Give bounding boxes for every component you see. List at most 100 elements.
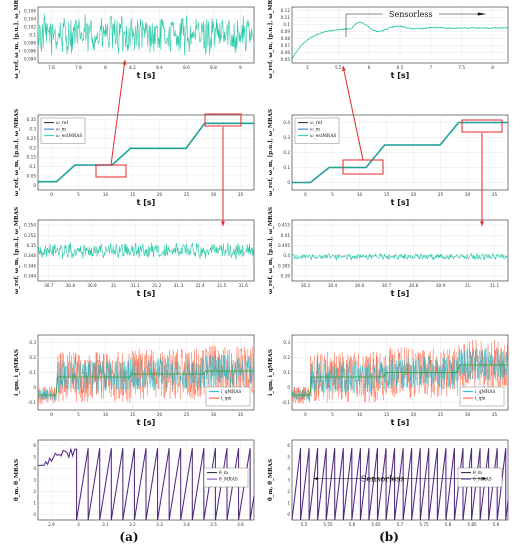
x-tick-label: 10 [357, 412, 363, 417]
y-tick-label: 6 [287, 443, 290, 448]
y-tick-label: 0.35 [27, 243, 37, 248]
x-tick-label: 5 [331, 412, 334, 417]
x-tick-label: 0 [50, 412, 53, 417]
x-tick-label: 31.6 [239, 283, 249, 288]
legend-label: θ_MRAS [219, 478, 238, 483]
y-tick-label: 0.2 [29, 355, 36, 360]
legend-label: ω_m [310, 128, 321, 133]
x-tick-label: 3.4 [183, 522, 190, 527]
y-tick-label: 0 [287, 180, 290, 185]
y-tick-label: 0.096 [24, 49, 36, 54]
sensorless-label: Sensorless [361, 475, 405, 484]
x-tick-label: 6.5 [397, 65, 404, 70]
y-tick-label: 0 [287, 512, 290, 517]
x-tick-label: 8.2 [129, 65, 136, 70]
x-tick-label: 0 [304, 412, 307, 417]
x-tick-label: 8.8 [210, 65, 217, 70]
zoom-arrow-a-low [110, 59, 126, 166]
x-tick-label: 31.1 [131, 283, 141, 288]
y-axis-label: ω_ref, ω_m, [p.u.], ω_MRAS [14, 207, 20, 294]
plot-frame [291, 219, 509, 282]
y-tick-label: 0.4 [283, 120, 290, 125]
x-tick-label: 20 [411, 192, 417, 197]
y-tick-label: 0.15 [27, 155, 37, 160]
x-tick-label: 20 [411, 412, 417, 417]
series-omega-ref [292, 122, 508, 183]
y-tick-label: 0.2 [29, 145, 36, 150]
x-tick-label: 7 [430, 65, 433, 70]
sensorless-arrowhead [482, 477, 487, 481]
y-tick-label: 4 [33, 466, 36, 471]
x-tick-label: 3.1 [102, 522, 109, 527]
chart-b2: 0 5 10 15 20 25 30 35 0 0.1 0.2 0.3 0.4 t [s] ω_ref, ω… [268, 109, 509, 207]
x-tick-label: 7.5 [458, 65, 465, 70]
x-tick-label: 15 [384, 192, 390, 197]
y-tick-label: 0.1 [29, 33, 36, 38]
x-tick-label: 0 [50, 192, 53, 197]
x-tick-label: 35 [238, 412, 244, 417]
x-tick-label: 30 [211, 412, 217, 417]
legend-label: ω_m [56, 128, 67, 133]
y-tick-label: 0 [287, 385, 290, 390]
series-theta-m [37, 448, 255, 521]
series-line [291, 252, 509, 261]
x-tick-label: 25 [184, 412, 190, 417]
x-axis-label: t [s] [391, 418, 410, 427]
x-tick-label: 8 [104, 65, 107, 70]
x-axis-label: t [s] [137, 71, 156, 80]
x-tick-label: 5 [77, 192, 80, 197]
y-tick-label: 0.395 [278, 263, 290, 268]
y-axis-label: θ_m, θ_MRAS [14, 459, 20, 501]
y-tick-label: -0.1 [282, 400, 291, 405]
y-tick-label: 0 [33, 183, 36, 188]
x-tick-label: 35 [492, 412, 498, 417]
chart-a3: 30.7 30.8 30.9 31 31.1 31.2 31.3 31.4 31.5 31.6 0.… [14, 207, 255, 298]
y-tick-label: 0.405 [278, 243, 290, 248]
y-tick-label: 0.2 [283, 355, 290, 360]
legend-label: i_qm [475, 397, 486, 402]
chart-b5: 5.5 5.55 5.6 5.65 5.7 5.75 5.8 5.85 5.9 0 1 2 3 4 5 6 θ_… [268, 439, 509, 527]
x-tick-label: 10 [103, 412, 109, 417]
y-tick-label: 3 [287, 478, 290, 483]
x-tick-label: 3.2 [129, 522, 136, 527]
x-tick-label: 8.6 [183, 65, 190, 70]
y-tick-label: 0.3 [283, 135, 290, 140]
x-tick-label: 30.8 [409, 283, 419, 288]
y-axis-label: ω_ref, ω_m, [p.u.], ω_MRAS [14, 0, 20, 79]
x-axis-label: t [s] [137, 418, 156, 427]
legend-label: ω_ref [56, 121, 68, 126]
y-tick-label: 0 [33, 385, 36, 390]
y-tick-label: 0.106 [24, 9, 36, 14]
zoom-arrow-b-high-head [480, 221, 484, 226]
chart-panels: 7.6 7.8 8 8.2 8.4 8.6 8.8 90.0940.0960.0980.10.… [14, 0, 509, 527]
y-tick-label: 1 [33, 500, 36, 505]
x-tick-label: 30.4 [328, 283, 338, 288]
x-tick-label: 2.9 [48, 522, 55, 527]
x-tick-label: 31 [111, 283, 117, 288]
y-tick-label: 2 [33, 489, 36, 494]
x-axis-label: t [s] [137, 198, 156, 207]
x-tick-label: 5.9 [493, 522, 500, 527]
series-iqMRAS [291, 347, 509, 401]
y-tick-label: 0.08 [281, 36, 291, 41]
annotations [95, 59, 503, 226]
x-tick-label: 30.8 [66, 283, 76, 288]
x-tick-label: 0 [304, 192, 307, 197]
y-tick-label: 0.35 [27, 117, 37, 122]
x-tick-label: 3.6 [237, 522, 244, 527]
x-tick-label: 3.5 [210, 522, 217, 527]
chart-b3: 30.2 30.4 30.6 30.7 30.8 30.9 31 31.1 0.39 0.395 0… [268, 207, 509, 298]
zoom-arrow-b-low [342, 65, 364, 161]
y-tick-label: 5 [287, 455, 290, 460]
y-axis-label: ω_ref, ω_m, [p.u.], ω_MRAS [268, 109, 274, 196]
zoom-arrow-a-high-head [221, 221, 225, 226]
y-tick-label: 1 [287, 500, 290, 505]
y-tick-label: 6 [33, 443, 36, 448]
y-tick-label: 0.104 [24, 17, 36, 22]
x-tick-label: 31.1 [490, 283, 500, 288]
x-tick-label: 30.2 [301, 283, 311, 288]
x-tick-label: 8 [491, 65, 494, 70]
caption-b: (b) [379, 530, 399, 544]
x-tick-label: 5.55 [323, 522, 333, 527]
legend-label: i_qMRAS [475, 390, 495, 395]
